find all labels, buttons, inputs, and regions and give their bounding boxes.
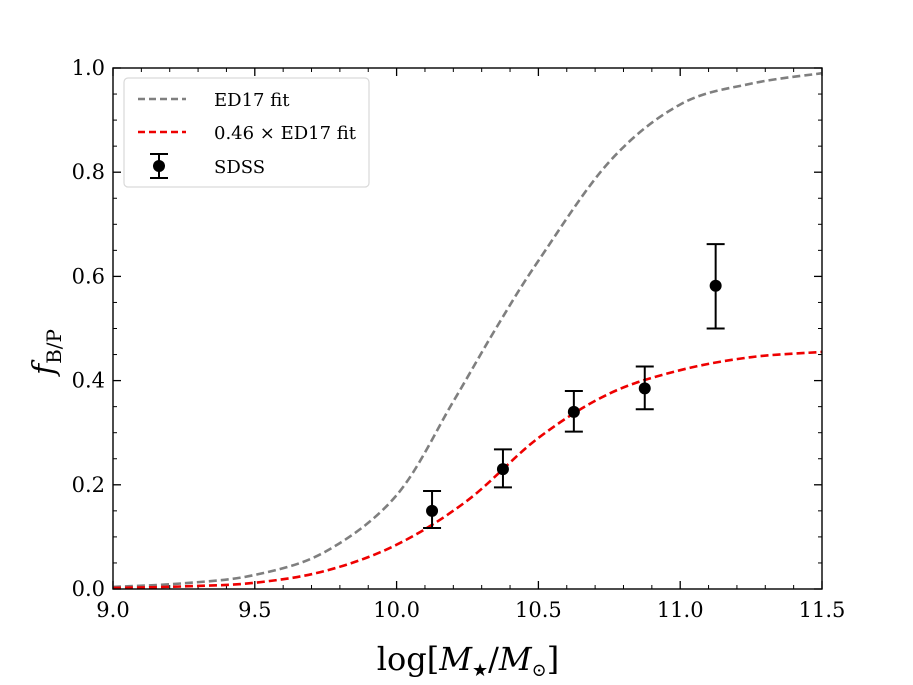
series-line-scaled	[112, 350, 823, 590]
y-axis-label: fB/P	[27, 329, 66, 377]
x-axis-label: log[M★/M⊙]	[377, 640, 560, 681]
x-tick-label: 10.0	[373, 598, 420, 622]
legend-label-ed17: ED17 fit	[214, 90, 290, 111]
sdss-point	[567, 405, 580, 418]
y-tick-labels: 0.0 0.2 0.4 0.6 0.8 1.0	[72, 56, 105, 601]
x-tick-label: 11.0	[657, 598, 704, 622]
legend-swatch-sdss	[150, 153, 168, 179]
x-tick-labels: 9.0 9.5 10.0 10.5 11.0 11.5	[96, 598, 845, 622]
sdss-point	[638, 382, 651, 395]
x-tick-label: 9.5	[238, 598, 271, 622]
x-label-slash: /	[488, 640, 499, 678]
x-label-sub2: ⊙	[532, 660, 547, 681]
y-axis-label-sub: B/P	[42, 329, 66, 364]
x-label-base: log[	[377, 640, 439, 678]
y-tick-label: 0.6	[72, 264, 105, 288]
x-label-close: ]	[547, 640, 559, 678]
y-tick-label: 1.0	[72, 56, 105, 80]
x-label-sub1: ★	[472, 660, 488, 681]
y-tick-label: 0.2	[72, 473, 105, 497]
y-tick-label: 0.0	[72, 577, 105, 601]
points-layer	[423, 243, 725, 530]
x-label-m2: M	[498, 640, 533, 678]
y-tick-label: 0.4	[72, 369, 105, 393]
sdss-point	[709, 279, 722, 292]
x-tick-label: 10.5	[515, 598, 562, 622]
y-tick-label: 0.8	[72, 160, 105, 184]
x-tick-label: 11.5	[799, 598, 846, 622]
sdss-point	[426, 504, 439, 517]
x-tick-label: 9.0	[96, 598, 129, 622]
x-label-m1: M	[438, 640, 473, 678]
legend-box	[123, 77, 370, 188]
plot-frame	[112, 67, 823, 590]
legend-label-scaled: 0.46 × ED17 fit	[214, 123, 357, 144]
series-layer	[112, 71, 823, 590]
legend-label-sdss: SDSS	[214, 157, 265, 178]
series-line-ed17	[112, 71, 823, 589]
sdss-point	[496, 463, 509, 476]
legend: ED17 fit 0.46 × ED17 fit SDSS	[123, 77, 370, 188]
